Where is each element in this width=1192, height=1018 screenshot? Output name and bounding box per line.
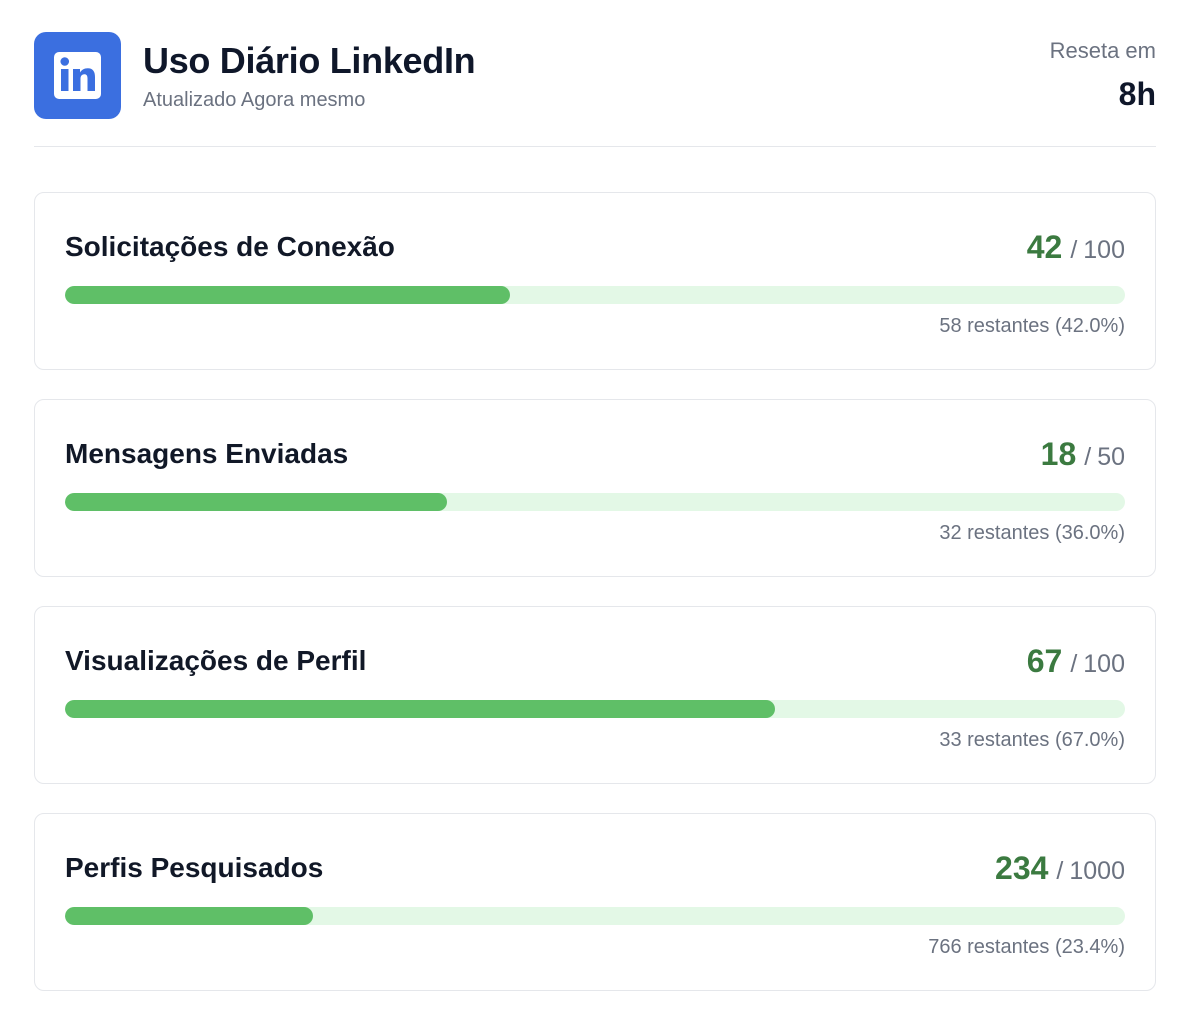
metric-limit-value: 50 [1097,443,1125,471]
progress-fill [65,286,511,304]
metric-used-value: 234 [995,850,1049,886]
metric-card-profiles-searched: Perfis Pesquisados 234 / 1000 766 restan… [34,813,1156,991]
metric-label: Solicitações de Conexão [65,231,395,262]
reset-countdown: 8h [1118,76,1156,112]
metric-count: 234 / 1000 [995,850,1125,887]
metric-label: Mensagens Enviadas [65,438,349,469]
metric-used-value: 67 [1026,643,1063,679]
metric-limit-value: 100 [1083,650,1125,678]
progress-track [65,907,1125,925]
progress-fill [65,493,447,511]
header-divider [34,146,1156,147]
metric-separator: / [1056,857,1064,885]
metric-separator: / [1070,650,1078,678]
metric-used-value: 18 [1040,436,1077,472]
page-title: Uso Diário LinkedIn [143,40,476,81]
metric-limit-value: 1000 [1069,857,1125,885]
metric-used-value: 42 [1026,229,1063,265]
metric-card-connection-requests: Solicitações de Conexão 42 / 100 58 rest… [34,192,1156,370]
metric-count: 67 / 100 [1027,643,1125,680]
metric-label: Visualizações de Perfil [65,645,367,676]
metric-count: 42 / 100 [1027,229,1125,266]
progress-fill [65,907,314,925]
metric-label: Perfis Pesquisados [65,852,324,883]
metric-card-messages-sent: Mensagens Enviadas 18 / 50 32 restantes … [34,399,1156,577]
header: Uso Diário LinkedIn Atualizado Agora mes… [34,32,1156,120]
metric-remaining-text: 766 restantes (23.4%) [928,936,1125,958]
progress-track [65,493,1125,511]
metric-card-profile-views: Visualizações de Perfil 67 / 100 33 rest… [34,606,1156,784]
progress-fill [65,700,776,718]
metric-remaining-text: 32 restantes (36.0%) [939,522,1125,544]
metric-remaining-text: 33 restantes (67.0%) [939,729,1125,751]
metric-remaining-text: 58 restantes (42.0%) [939,315,1125,337]
metric-separator: / [1070,236,1078,264]
metric-limit-value: 100 [1083,236,1125,264]
metric-separator: / [1084,443,1092,471]
progress-track [65,700,1125,718]
last-updated-text: Atualizado Agora mesmo [143,89,366,111]
progress-track [65,286,1125,304]
linkedin-logo-icon [34,32,121,119]
reset-label: Reseta em [1049,38,1156,63]
metric-count: 18 / 50 [1041,436,1125,473]
